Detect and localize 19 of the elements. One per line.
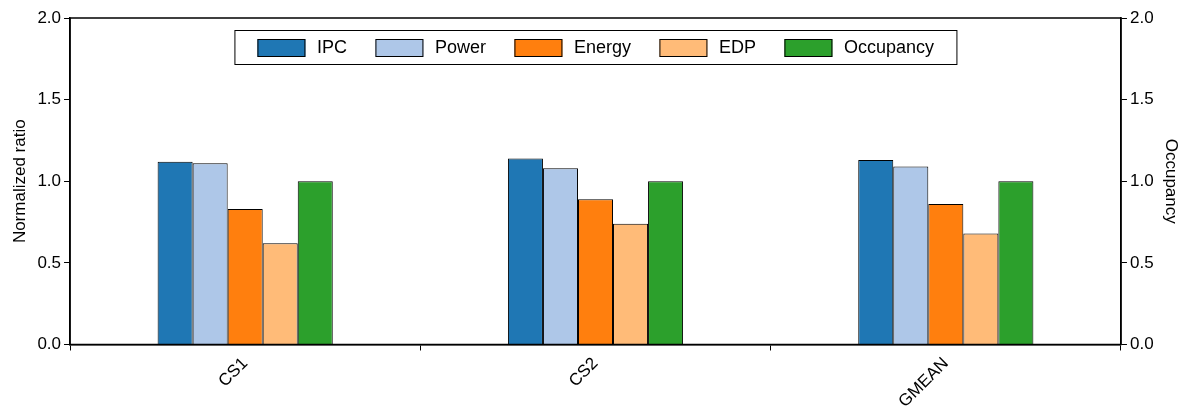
y-tick-label: 0.5 xyxy=(37,252,62,272)
y-tick-label: 1.0 xyxy=(37,170,62,190)
y2-tick-label: 0.5 xyxy=(1129,252,1154,272)
y-axis-title: Normalized ratio xyxy=(9,119,29,244)
x-tick-label: CS2 xyxy=(564,353,602,391)
y-tick-label: 2.0 xyxy=(37,7,62,27)
x-tick-label: CS1 xyxy=(214,353,252,391)
y2-axis-title: Occupancy xyxy=(1162,138,1182,225)
y2-tick-label: 0.0 xyxy=(1129,334,1154,354)
y-tick-label: 0.0 xyxy=(37,334,62,354)
legend-label: Energy xyxy=(573,37,632,58)
legend-label: EDP xyxy=(719,37,757,58)
legend-label: Occupancy xyxy=(844,37,935,58)
y2-tick-label: 1.0 xyxy=(1129,170,1154,190)
y2-tick-label: 1.5 xyxy=(1129,89,1154,109)
y2-tick-label: 2.0 xyxy=(1129,7,1154,27)
y-tick-label: 1.5 xyxy=(37,89,62,109)
legend-label: IPC xyxy=(316,37,347,58)
legend-label: Power xyxy=(434,37,486,58)
